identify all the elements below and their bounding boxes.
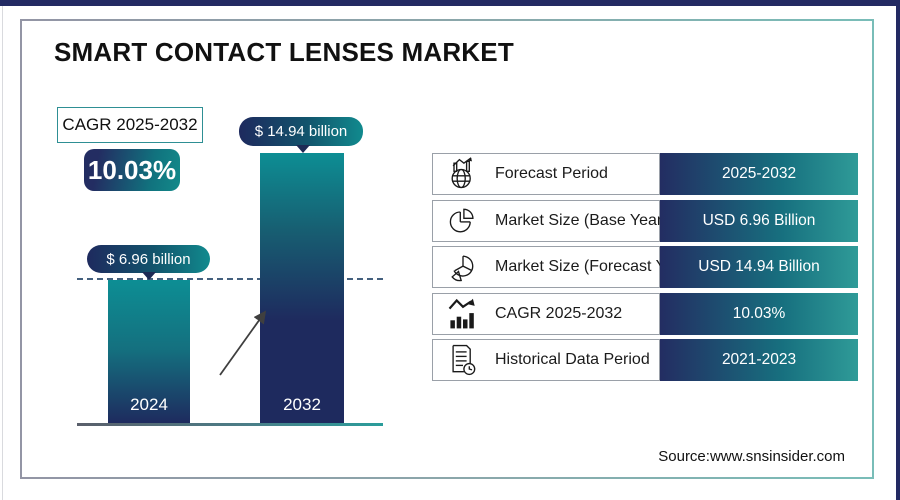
bar-chart-trend-icon	[444, 295, 482, 333]
globe-trend-icon	[444, 155, 482, 193]
forecast-period-value: 2025-2032	[721, 165, 797, 182]
bar-2024-category-label: 2024	[130, 395, 168, 414]
bar-2024: 2024	[108, 280, 190, 424]
growth-arrow-icon	[219, 310, 267, 376]
pie-chart-icon	[444, 202, 482, 240]
market-size-forecast-label: Market Size (Forecast Year)	[495, 258, 694, 275]
table-row-forecast-period: Forecast Period 2025-2032	[432, 153, 858, 195]
cagr-value-cell: 10.03%	[660, 292, 858, 335]
reference-dashed-line	[77, 278, 383, 280]
callout-pointer-2032	[296, 145, 310, 153]
value-callout-2032-text: $ 14.94 billion	[254, 123, 348, 140]
content-frame: SMART CONTACT LENSES MARKET CAGR 2025-20…	[20, 19, 874, 479]
cagr-table-value: 10.03%	[732, 304, 786, 322]
cagr-period-box: CAGR 2025-2032	[57, 107, 203, 143]
document-clock-icon	[444, 341, 482, 379]
bar-2032: 2032	[260, 153, 344, 424]
market-size-forecast-value-cell: USD 14.94 Billion	[660, 246, 858, 288]
market-size-base-value-cell: USD 6.96 Billion	[660, 199, 858, 242]
market-size-base-value: USD 6.96 Billion	[702, 211, 816, 229]
historical-period-value: 2021-2023	[721, 351, 797, 368]
right-border-bar	[896, 0, 900, 500]
summary-table: Forecast Period 2025-2032	[432, 153, 858, 386]
forecast-period-value-cell: 2025-2032	[660, 153, 858, 195]
market-size-forecast-value: USD 14.94 Billion	[698, 258, 820, 275]
pie-chart-exploded-icon	[444, 248, 482, 286]
forecast-period-label-cell: Forecast Period	[432, 153, 660, 195]
cagr-value-text: 10.03%	[87, 154, 177, 185]
table-row-historical-period: Historical Data Period 2021-2023	[432, 339, 858, 381]
historical-period-label: Historical Data Period	[495, 351, 650, 368]
top-border-bar	[0, 0, 900, 6]
cagr-value-badge: 10.03%	[84, 149, 180, 191]
page-title: SMART CONTACT LENSES MARKET	[54, 37, 514, 67]
table-row-market-size-base: Market Size (Base Year) USD 6.96 Billion	[432, 199, 858, 242]
table-row-market-size-forecast: Market Size (Forecast Year) USD 14.94 Bi…	[432, 246, 858, 288]
market-size-base-label-cell: Market Size (Base Year)	[432, 199, 668, 242]
market-size-base-label: Market Size (Base Year)	[495, 211, 668, 229]
historical-period-value-cell: 2021-2023	[660, 339, 858, 381]
table-row-cagr: CAGR 2025-2032 10.03%	[432, 292, 858, 335]
callout-pointer-2024	[142, 272, 156, 280]
source-text: Source:www.snsinsider.com	[658, 448, 845, 465]
left-border-hairline	[2, 6, 3, 500]
cagr-period-label: CAGR 2025-2032	[62, 115, 198, 134]
bar-2032-category-label: 2032	[283, 395, 321, 414]
market-size-forecast-label-cell: Market Size (Forecast Year)	[432, 246, 693, 288]
cagr-label-cell: CAGR 2025-2032	[432, 292, 660, 335]
value-callout-2024: $ 6.96 billion	[87, 245, 210, 273]
forecast-period-label: Forecast Period	[495, 165, 608, 182]
historical-period-label-cell: Historical Data Period	[432, 339, 660, 381]
x-axis-line	[77, 423, 383, 426]
cagr-label: CAGR 2025-2032	[495, 304, 623, 322]
value-callout-2032: $ 14.94 billion	[239, 117, 363, 146]
value-callout-2024-text: $ 6.96 billion	[106, 250, 191, 268]
